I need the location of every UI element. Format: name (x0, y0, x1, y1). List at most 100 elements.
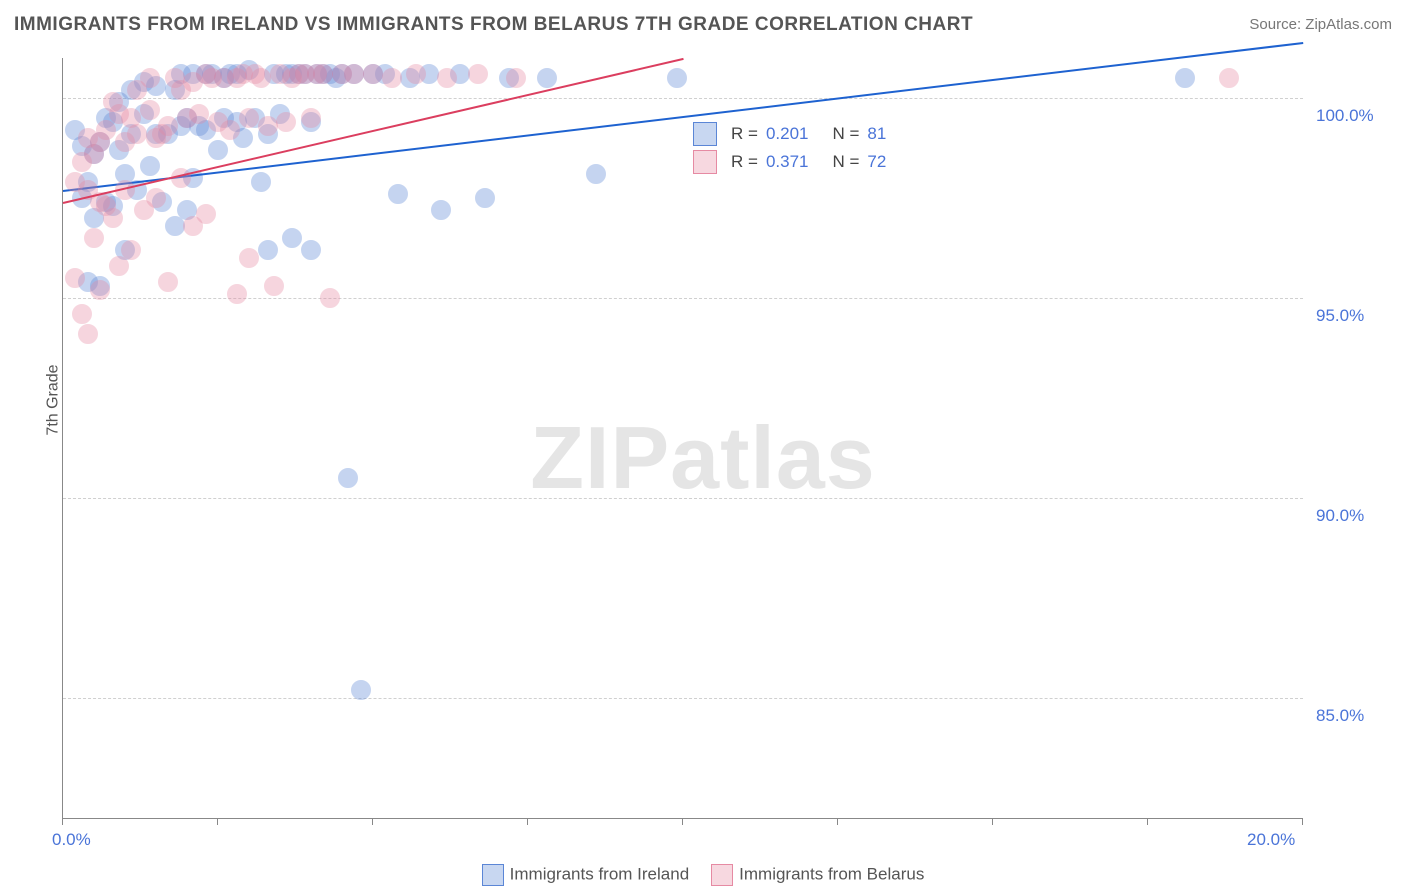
scatter-point-belarus (406, 64, 426, 84)
scatter-point-belarus (239, 248, 259, 268)
n-label: N = (832, 120, 859, 148)
r-label: R = (731, 120, 758, 148)
scatter-point-belarus (90, 280, 110, 300)
scatter-point-ireland (208, 140, 228, 160)
r-value: 0.201 (766, 120, 809, 148)
x-tick (682, 818, 683, 825)
scatter-point-ireland (338, 468, 358, 488)
scatter-point-belarus (140, 100, 160, 120)
scatter-point-belarus (363, 64, 383, 84)
scatter-point-belarus (103, 208, 123, 228)
watermark-zip: ZIP (530, 408, 670, 507)
r-value: 0.371 (766, 148, 809, 176)
legend-swatch (711, 864, 733, 886)
n-value: 81 (867, 120, 886, 148)
legend-swatch (693, 122, 717, 146)
gridline-h (63, 98, 1303, 99)
correlation-legend: R = 0.201 N = 81 R = 0.371 N = 72 (693, 120, 886, 176)
x-tick (992, 818, 993, 825)
scatter-point-belarus (239, 108, 259, 128)
y-tick-label: 95.0% (1316, 306, 1364, 326)
y-tick-label: 85.0% (1316, 706, 1364, 726)
scatter-point-belarus (220, 120, 240, 140)
gridline-h (63, 298, 1303, 299)
scatter-point-belarus (140, 68, 160, 88)
scatter-point-belarus (158, 116, 178, 136)
gridline-h (63, 498, 1303, 499)
scatter-point-belarus (437, 68, 457, 88)
scatter-point-ireland (388, 184, 408, 204)
y-axis-label: 7th Grade (45, 364, 63, 435)
legend-swatch (482, 864, 504, 886)
y-tick-label: 100.0% (1316, 106, 1374, 126)
scatter-point-belarus (382, 68, 402, 88)
scatter-point-belarus (276, 112, 296, 132)
source-name: ZipAtlas.com (1305, 16, 1392, 33)
scatter-point-belarus (506, 68, 526, 88)
scatter-point-ireland (475, 188, 495, 208)
scatter-point-ireland (301, 240, 321, 260)
scatter-point-belarus (264, 276, 284, 296)
x-tick (837, 818, 838, 825)
x-tick (62, 818, 63, 825)
scatter-plot-area: ZIPatlas R = 0.201 N = 81 R = 0.371 N = 72 (62, 58, 1303, 819)
x-tick (1147, 818, 1148, 825)
scatter-point-ireland (351, 680, 371, 700)
scatter-point-belarus (251, 68, 271, 88)
scatter-point-belarus (109, 256, 129, 276)
scatter-point-ireland (258, 240, 278, 260)
scatter-point-belarus (158, 272, 178, 292)
legend-label: Immigrants from Ireland (510, 864, 690, 883)
scatter-point-ireland (165, 216, 185, 236)
scatter-point-ireland (1175, 68, 1195, 88)
scatter-point-ireland (586, 164, 606, 184)
scatter-point-belarus (1219, 68, 1239, 88)
scatter-point-belarus (72, 304, 92, 324)
scatter-point-ireland (251, 172, 271, 192)
scatter-point-ireland (140, 156, 160, 176)
scatter-point-belarus (196, 204, 216, 224)
x-axis-label: 20.0% (1247, 830, 1295, 850)
scatter-point-belarus (301, 108, 321, 128)
scatter-point-belarus (146, 188, 166, 208)
x-tick (372, 818, 373, 825)
legend-label: Immigrants from Belarus (739, 864, 924, 883)
n-value: 72 (867, 148, 886, 176)
x-tick (527, 818, 528, 825)
scatter-point-belarus (313, 64, 333, 84)
scatter-point-ireland (667, 68, 687, 88)
scatter-point-ireland (282, 228, 302, 248)
r-label: R = (731, 148, 758, 176)
x-tick (217, 818, 218, 825)
x-tick (1302, 818, 1303, 825)
scatter-point-belarus (65, 268, 85, 288)
scatter-point-belarus (258, 116, 278, 136)
scatter-point-belarus (189, 104, 209, 124)
n-label: N = (832, 148, 859, 176)
scatter-point-belarus (320, 288, 340, 308)
watermark-atlas: atlas (670, 408, 876, 507)
legend-item-belarus: Immigrants from Belarus (711, 864, 924, 886)
scatter-point-ireland (537, 68, 557, 88)
scatter-point-ireland (431, 200, 451, 220)
scatter-point-belarus (344, 64, 364, 84)
source-label: Source: (1249, 16, 1301, 33)
legend-stats-belarus: R = 0.371 N = 72 (693, 148, 886, 176)
y-tick-label: 90.0% (1316, 506, 1364, 526)
watermark: ZIPatlas (530, 407, 875, 509)
legend-stats-ireland: R = 0.201 N = 81 (693, 120, 886, 148)
scatter-point-belarus (127, 124, 147, 144)
scatter-point-belarus (121, 240, 141, 260)
x-axis-label: 0.0% (52, 830, 91, 850)
scatter-point-belarus (84, 228, 104, 248)
legend-swatch (693, 150, 717, 174)
source-attribution: Source: ZipAtlas.com (1249, 16, 1392, 33)
gridline-h (63, 698, 1303, 699)
chart-title: IMMIGRANTS FROM IRELAND VS IMMIGRANTS FR… (14, 14, 973, 36)
scatter-point-belarus (78, 324, 98, 344)
series-legend: Immigrants from Ireland Immigrants from B… (0, 864, 1406, 886)
scatter-point-belarus (468, 64, 488, 84)
scatter-point-belarus (96, 120, 116, 140)
scatter-point-belarus (227, 284, 247, 304)
legend-item-ireland: Immigrants from Ireland (482, 864, 690, 886)
